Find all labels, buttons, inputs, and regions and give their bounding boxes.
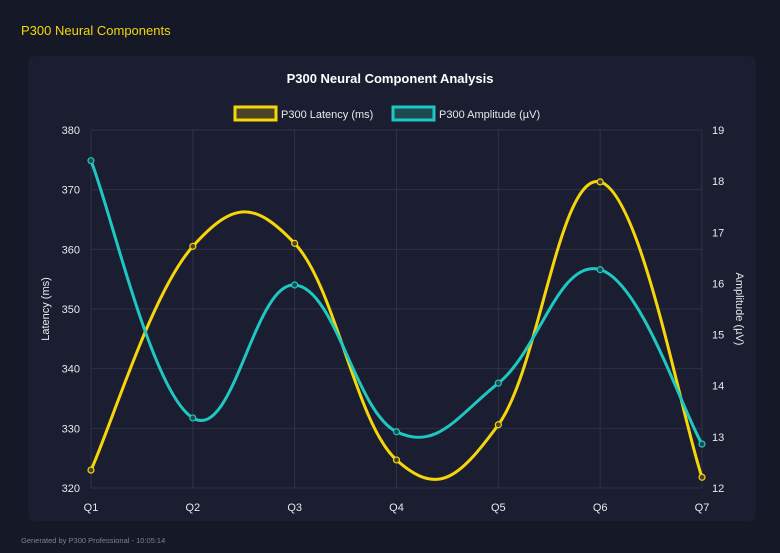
x-tick-label: Q3 xyxy=(287,502,302,514)
y2-tick-label: 18 xyxy=(712,176,724,188)
legend-swatch xyxy=(233,105,278,122)
data-point xyxy=(494,421,502,429)
y-tick-label: 380 xyxy=(62,125,80,137)
data-point xyxy=(87,466,95,474)
data-point xyxy=(698,473,706,481)
x-tick-label: Q1 xyxy=(84,502,99,514)
chart-title: P300 Neural Component Analysis xyxy=(287,71,494,86)
data-point xyxy=(494,379,502,387)
y2-tick-label: 13 xyxy=(712,432,724,444)
data-point xyxy=(291,281,299,289)
data-point xyxy=(596,266,604,274)
y2-axis-label: Amplitude (µV) xyxy=(733,273,745,346)
legend-swatch xyxy=(391,105,436,122)
data-point xyxy=(291,239,299,247)
y-axis-label: Latency (ms) xyxy=(40,277,52,341)
y2-tick-label: 17 xyxy=(712,227,724,239)
x-tick-label: Q4 xyxy=(389,502,404,514)
data-point xyxy=(698,440,706,448)
y-tick-label: 350 xyxy=(62,304,80,316)
y2-tick-label: 12 xyxy=(712,483,724,495)
chart-panel xyxy=(28,56,756,521)
footer-text: Generated by P300 Professional - 10:05:1… xyxy=(21,536,166,545)
x-tick-label: Q6 xyxy=(593,502,608,514)
y2-tick-label: 16 xyxy=(712,278,724,290)
data-point xyxy=(392,428,401,436)
y-tick-label: 330 xyxy=(62,423,80,435)
y-tick-label: 370 xyxy=(62,185,80,197)
data-point xyxy=(189,414,197,422)
page-header: P300 Neural Components xyxy=(21,23,171,38)
data-point xyxy=(596,178,604,186)
data-point xyxy=(87,157,95,165)
legend-label: P300 Latency (ms) xyxy=(281,109,373,121)
x-tick-label: Q7 xyxy=(695,502,710,514)
y-tick-label: 320 xyxy=(62,483,80,495)
y-tick-label: 340 xyxy=(62,364,80,376)
data-point xyxy=(392,456,401,464)
y2-tick-label: 19 xyxy=(712,125,724,137)
legend-label: P300 Amplitude (µV) xyxy=(439,109,540,121)
y-tick-label: 360 xyxy=(62,244,80,256)
x-tick-label: Q2 xyxy=(185,502,200,514)
x-tick-label: Q5 xyxy=(491,502,506,514)
y2-tick-label: 14 xyxy=(712,381,724,393)
data-point xyxy=(189,242,197,250)
y2-tick-label: 15 xyxy=(712,330,724,342)
